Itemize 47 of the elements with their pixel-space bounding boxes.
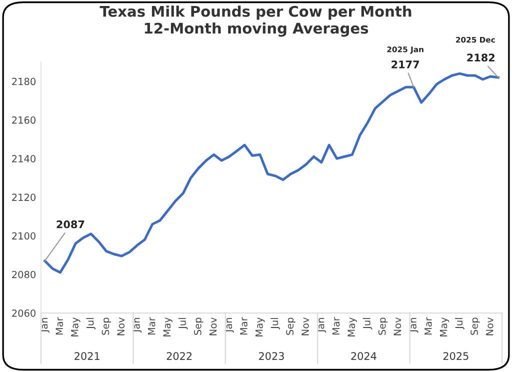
x-tick-label: May xyxy=(71,317,80,336)
text: 2021 xyxy=(74,352,100,360)
x-tick-label: Sep xyxy=(102,318,112,335)
x-tick-label: Nov xyxy=(302,317,309,336)
chart-title: Texas Milk Pounds per Cow per Month 12-Month moving Averages xyxy=(100,6,412,37)
x-tick-label: Sep xyxy=(286,318,296,335)
line-series xyxy=(44,72,500,274)
x-tick-label: May xyxy=(440,317,450,336)
x-tick-label: Mar xyxy=(332,317,340,335)
text: 2022 xyxy=(166,352,192,360)
text: 2024 xyxy=(351,352,376,360)
x-tick-label: Jan xyxy=(317,318,326,333)
x-tick-label: May xyxy=(256,317,265,336)
x-tick-label: Jul xyxy=(362,318,372,330)
y-tick-label: 2080 xyxy=(12,270,36,278)
x-tick-label: Jul xyxy=(270,318,280,330)
y-tick-label: 2180 xyxy=(12,78,36,86)
x-tick-label: Mar xyxy=(148,317,156,335)
x-tick-label: Mar xyxy=(56,317,64,335)
x-tick-label: Sep xyxy=(194,318,204,335)
y-tick-label: 2060 xyxy=(12,309,36,317)
x-tick-label: Nov xyxy=(209,317,217,336)
data-label: 2087 xyxy=(56,220,84,228)
data-label: 2182 xyxy=(467,54,494,62)
text: 2025 xyxy=(443,352,468,360)
x-tick-label: Sep xyxy=(470,318,480,335)
x-tick-label: Mar xyxy=(240,317,248,335)
x-tick-label: May xyxy=(163,317,172,336)
x-tick-label: Jul xyxy=(455,318,464,330)
text: 2023 xyxy=(259,352,284,360)
y-tick-label: 2140 xyxy=(12,155,36,162)
data-label: 2177 xyxy=(392,60,419,68)
x-tick-label: Jan xyxy=(409,318,418,333)
y-tick-label: 2100 xyxy=(12,232,36,240)
x-tick-label: Jul xyxy=(178,318,188,330)
x-tick-label: May xyxy=(348,317,357,336)
x-tick-label: Sep xyxy=(378,318,388,335)
x-tick-label: Jul xyxy=(86,318,96,330)
y-tick-label: 2160 xyxy=(12,116,36,124)
x-tick-label: Nov xyxy=(486,317,494,336)
x-tick-label: Jan xyxy=(224,318,234,333)
x-tick-label: Jan xyxy=(132,318,142,333)
y-tick-label: 2120 xyxy=(12,194,36,201)
x-tick-label: Nov xyxy=(394,317,402,336)
x-tick-label: Jan xyxy=(40,318,50,333)
x-tick-label: Nov xyxy=(117,317,124,336)
x-tick-label: Mar xyxy=(424,317,432,335)
